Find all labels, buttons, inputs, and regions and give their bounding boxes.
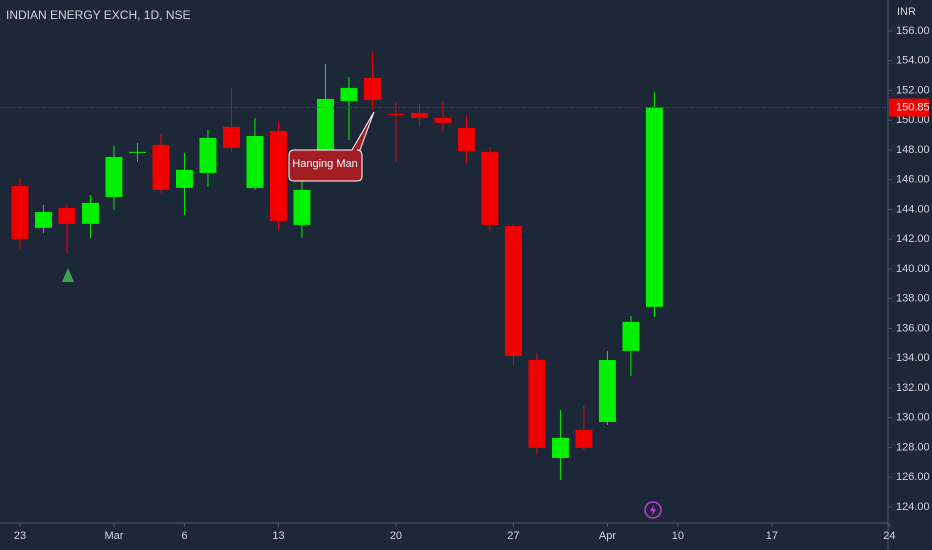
- x-tick-label: Mar: [104, 530, 123, 542]
- y-tick-label: 154.00: [896, 55, 930, 67]
- candle-body: [434, 117, 452, 123]
- chart-title: INDIAN ENERGY EXCH, 1D, NSE: [6, 8, 191, 22]
- plot-area: [11, 51, 663, 480]
- x-tick-label: 17: [766, 530, 778, 542]
- annotation: Hanging Man: [288, 111, 375, 182]
- y-tick-label: 124.00: [896, 501, 930, 513]
- candle-body: [457, 127, 475, 151]
- y-tick-label: 126.00: [896, 471, 930, 483]
- x-tick-label: 20: [390, 530, 402, 542]
- candle-body: [82, 202, 99, 224]
- signal-marker: [62, 268, 74, 282]
- y-tick-label: 138.00: [896, 293, 930, 305]
- candle-body: [222, 126, 240, 149]
- candle-body: [35, 211, 52, 228]
- y-tick-label: 148.00: [896, 144, 930, 156]
- candle-body: [504, 225, 522, 356]
- price-axis: [888, 0, 932, 550]
- y-axis-label: INR: [897, 6, 916, 18]
- candle-body: [58, 207, 76, 224]
- candle-body: [246, 135, 264, 188]
- candle-body: [481, 151, 499, 225]
- x-tick-label: 13: [272, 530, 284, 542]
- candle-body: [316, 98, 334, 160]
- candle-body: [105, 156, 123, 197]
- candle-body: [11, 185, 29, 239]
- y-tick-label: 130.00: [896, 412, 930, 424]
- y-tick-label: 146.00: [896, 174, 930, 186]
- y-tick-label: 144.00: [896, 203, 930, 215]
- y-tick-label: 142.00: [896, 233, 930, 245]
- candle-body: [575, 429, 593, 448]
- x-tick-label: 27: [507, 530, 519, 542]
- last-price-label: 150.85: [896, 101, 930, 113]
- x-tick-label: 10: [672, 530, 684, 542]
- y-tick-label: 136.00: [896, 322, 930, 334]
- x-tick-label: Apr: [599, 530, 616, 542]
- candle-body: [551, 437, 569, 458]
- candle-body: [622, 321, 640, 351]
- candle-body: [598, 359, 616, 422]
- x-tick-label: 23: [14, 530, 26, 542]
- candle-body: [129, 151, 146, 153]
- y-tick-label: 128.00: [896, 441, 930, 453]
- candle-body: [293, 189, 311, 225]
- event-icon[interactable]: [644, 501, 662, 519]
- candle-body: [528, 359, 546, 448]
- candle-body: [152, 144, 170, 190]
- candle-body: [387, 113, 405, 115]
- y-tick-label: 134.00: [896, 352, 930, 364]
- y-tick-label: 152.00: [896, 84, 930, 96]
- y-tick-label: 150.00: [896, 114, 930, 126]
- candle-body: [176, 169, 193, 188]
- candle-body: [363, 77, 381, 100]
- y-tick-label: 156.00: [896, 25, 930, 37]
- annotation-text: Hanging Man: [292, 158, 357, 170]
- candle-body: [269, 130, 287, 221]
- candle-body: [410, 112, 428, 118]
- last-price-box: [889, 98, 929, 117]
- candle-body: [645, 107, 663, 307]
- annotation-bubble: [288, 111, 375, 182]
- x-tick-label: 24: [883, 530, 895, 542]
- candle-body: [199, 137, 217, 173]
- event-bolt: [650, 504, 656, 516]
- y-tick-label: 132.00: [896, 382, 930, 394]
- candle-body: [340, 87, 358, 102]
- x-tick-label: 6: [181, 530, 187, 542]
- y-tick-label: 140.00: [896, 263, 930, 275]
